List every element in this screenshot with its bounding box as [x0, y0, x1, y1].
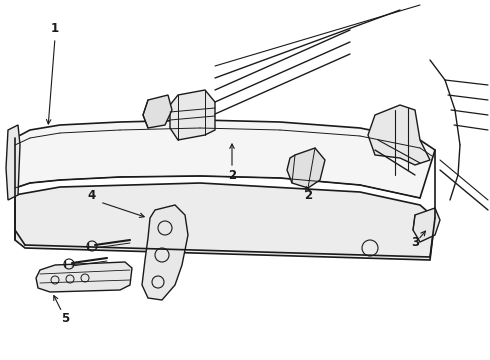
- Text: 3: 3: [411, 235, 419, 248]
- Polygon shape: [368, 105, 430, 165]
- Polygon shape: [287, 148, 325, 188]
- Text: 4: 4: [88, 189, 96, 202]
- Polygon shape: [413, 208, 440, 242]
- Polygon shape: [15, 138, 435, 260]
- Text: 2: 2: [304, 189, 312, 202]
- Polygon shape: [15, 120, 435, 198]
- Text: 5: 5: [61, 311, 69, 324]
- Polygon shape: [36, 262, 132, 292]
- Polygon shape: [143, 95, 172, 128]
- Polygon shape: [6, 125, 20, 200]
- Polygon shape: [170, 90, 215, 140]
- Text: 2: 2: [228, 168, 236, 181]
- Text: 1: 1: [51, 22, 59, 35]
- Polygon shape: [142, 205, 188, 300]
